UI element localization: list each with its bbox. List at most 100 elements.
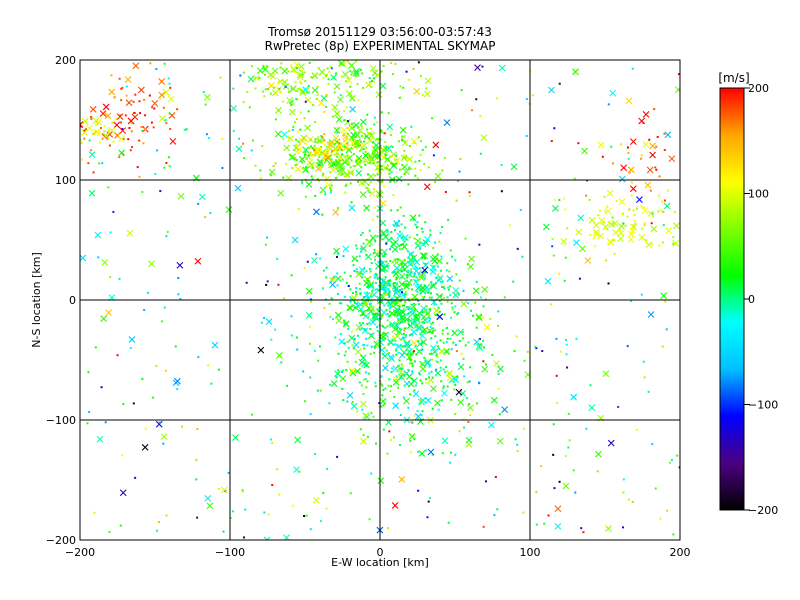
- scatter-point: [374, 139, 377, 142]
- scatter-point: [304, 400, 307, 403]
- scatter-point: [111, 122, 114, 125]
- scatter-point: [393, 395, 396, 398]
- scatter-point: [365, 337, 368, 340]
- scatter-point: [284, 85, 287, 88]
- scatter-point: [553, 127, 556, 130]
- scatter-point: [308, 325, 311, 328]
- scatter-point: [414, 384, 417, 387]
- scatter-point: [405, 238, 408, 241]
- scatter-point: [410, 297, 413, 300]
- scatter-point: [410, 268, 413, 271]
- scatter-point: [450, 302, 453, 305]
- scatter-point: [366, 133, 369, 136]
- scatter-cross-marker: [393, 332, 401, 340]
- scatter-point: [291, 167, 294, 170]
- scatter-point: [364, 378, 367, 381]
- scatter-point: [383, 153, 386, 156]
- scatter-cross-marker: [649, 151, 656, 159]
- scatter-cross-marker: [445, 369, 453, 377]
- scatter-point: [164, 369, 167, 372]
- scatter-point: [418, 267, 421, 270]
- scatter-cross-marker: [668, 155, 676, 163]
- scatter-point: [394, 313, 397, 316]
- scatter-point: [347, 77, 350, 80]
- scatter-point: [390, 245, 393, 248]
- scatter-point: [446, 296, 449, 299]
- scatter-point: [359, 144, 362, 147]
- scatter-cross-marker: [265, 318, 273, 326]
- scatter-point: [421, 93, 424, 96]
- scatter-point: [436, 265, 439, 268]
- scatter-point: [635, 207, 638, 210]
- scatter-point: [299, 111, 302, 114]
- scatter-cross-marker: [476, 344, 484, 352]
- scatter-point: [276, 468, 279, 471]
- scatter-point: [400, 288, 403, 291]
- scatter-point: [416, 226, 419, 229]
- scatter-point: [347, 284, 350, 287]
- scatter-point: [156, 149, 159, 152]
- scatter-point: [414, 265, 417, 268]
- scatter-cross-marker: [374, 251, 381, 258]
- scatter-point: [392, 194, 395, 197]
- scatter-cross-marker: [570, 393, 578, 401]
- scatter-point: [448, 270, 451, 273]
- scatter-point: [389, 260, 392, 263]
- scatter-point: [620, 143, 623, 146]
- scatter-cross-marker: [365, 81, 373, 89]
- scatter-point: [372, 252, 375, 255]
- scatter-point: [279, 66, 282, 69]
- scatter-point: [403, 154, 406, 157]
- scatter-point: [399, 328, 402, 331]
- scatter-point: [320, 135, 323, 138]
- scatter-point: [344, 350, 347, 353]
- scatter-point: [402, 332, 405, 335]
- scatter-point: [292, 70, 295, 73]
- scatter-point: [413, 273, 416, 276]
- scatter-point: [242, 142, 245, 145]
- scatter-point: [484, 363, 487, 366]
- scatter-point: [449, 337, 452, 340]
- scatter-point: [362, 86, 365, 89]
- scatter-point: [112, 140, 115, 143]
- scatter-cross-marker: [473, 338, 480, 346]
- scatter-point: [382, 325, 385, 328]
- scatter-point: [673, 210, 676, 213]
- scatter-cross-marker: [417, 418, 424, 425]
- scatter-point: [617, 405, 620, 408]
- scatter-cross-marker: [573, 239, 580, 247]
- scatter-point: [294, 81, 297, 84]
- scatter-cross-marker: [392, 289, 400, 297]
- scatter-cross-marker: [642, 141, 650, 148]
- scatter-point: [381, 238, 384, 241]
- scatter-point: [384, 252, 387, 255]
- scatter-cross-marker: [330, 380, 338, 388]
- scatter-point: [426, 312, 429, 315]
- scatter-point: [401, 276, 404, 279]
- scatter-point: [515, 335, 518, 338]
- scatter-point: [493, 514, 496, 517]
- scatter-point: [400, 344, 403, 347]
- scatter-cross-marker: [317, 99, 325, 107]
- scatter-point: [308, 61, 311, 64]
- scatter-point: [428, 376, 431, 379]
- scatter-cross-marker: [333, 126, 341, 134]
- scatter-point: [358, 282, 361, 285]
- scatter-point: [459, 157, 462, 160]
- scatter-cross-marker: [414, 242, 422, 249]
- scatter-point: [397, 140, 400, 143]
- scatter-cross-marker: [410, 377, 418, 384]
- scatter-point: [417, 314, 420, 317]
- scatter-point: [222, 530, 225, 533]
- scatter-cross-marker: [647, 311, 655, 318]
- scatter-point: [400, 377, 403, 380]
- scatter-point: [354, 360, 357, 363]
- scatter-point: [438, 299, 441, 302]
- scatter-point: [407, 323, 410, 326]
- scatter-point: [519, 208, 522, 211]
- scatter-point: [383, 254, 386, 257]
- scatter-cross-marker: [407, 257, 415, 264]
- scatter-point: [439, 269, 442, 272]
- scatter-point: [349, 182, 352, 185]
- scatter-point: [92, 133, 95, 136]
